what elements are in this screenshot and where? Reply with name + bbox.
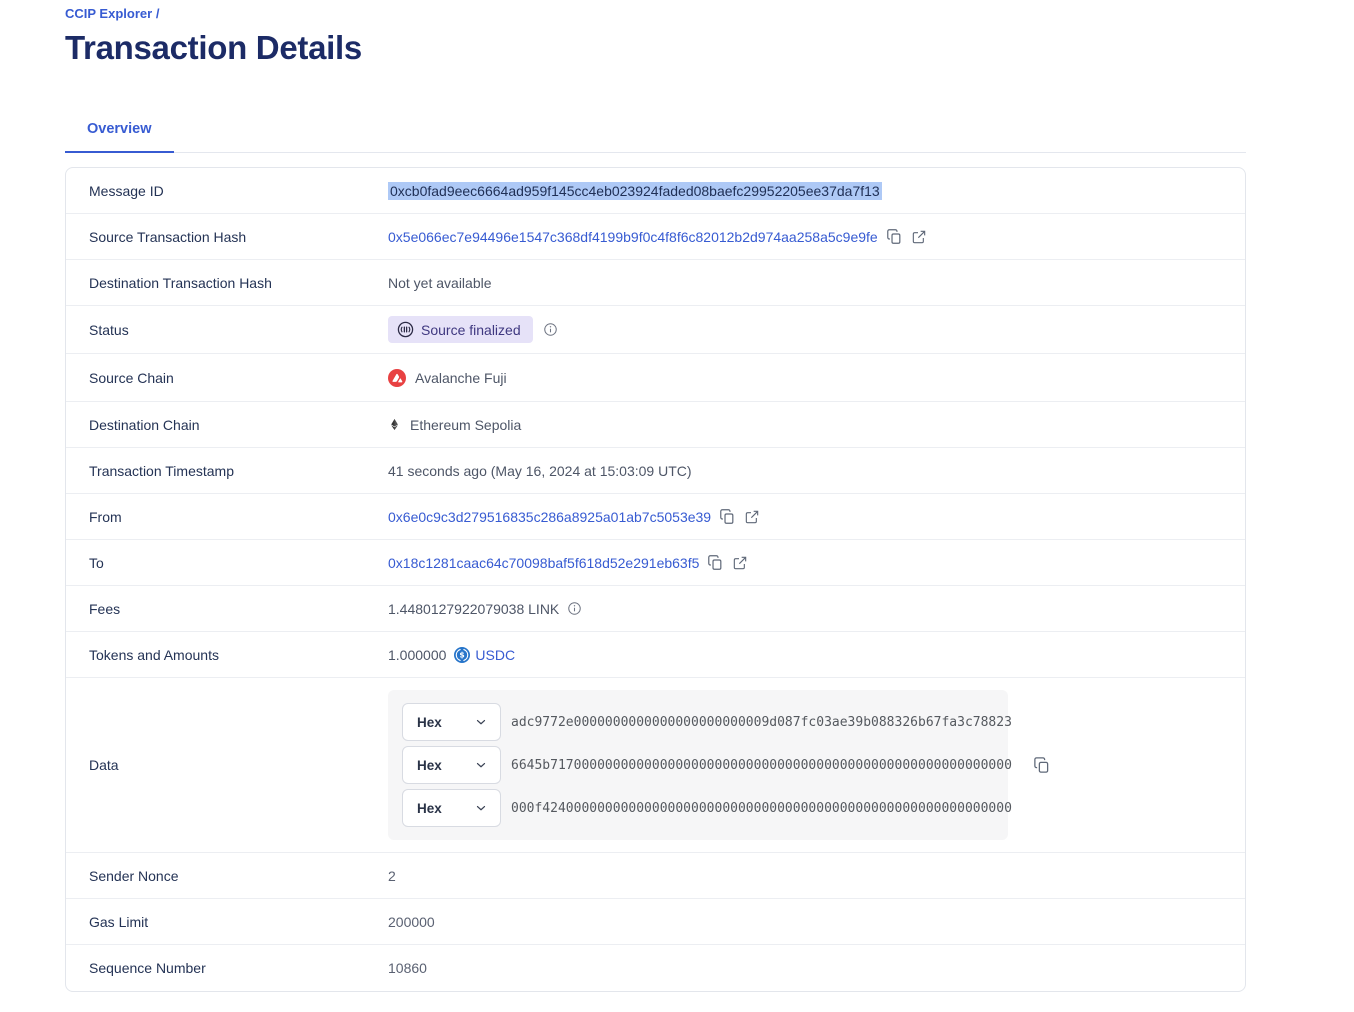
to-label: To <box>89 554 104 571</box>
message-id-label: Message ID <box>89 182 164 199</box>
data-format-select[interactable]: Hex <box>402 789 501 827</box>
data-hex-line-1: adc9772e0000000000000000000000009d087fc0… <box>511 714 1012 730</box>
row-gas-limit: Gas Limit 200000 <box>66 899 1245 945</box>
breadcrumb-separator: / <box>155 6 160 21</box>
dest-tx-hash-value: Not yet available <box>388 274 492 291</box>
data-line: Hex 6645b7170000000000000000000000000000… <box>402 746 1012 784</box>
page-title: Transaction Details <box>65 29 362 66</box>
data-label: Data <box>89 757 119 773</box>
row-sequence-number: Sequence Number 10860 <box>66 945 1245 991</box>
info-icon[interactable] <box>567 601 582 616</box>
copy-icon[interactable] <box>1033 756 1051 774</box>
data-format-value: Hex <box>417 714 442 730</box>
breadcrumb-ccip-explorer-link[interactable]: CCIP Explorer <box>65 6 153 21</box>
from-address-link[interactable]: 0x6e0c9c3d279516835c286a8925a01ab7c5053e… <box>388 508 712 525</box>
data-hex-line-3: 000f424000000000000000000000000000000000… <box>511 800 1012 816</box>
fees-label: Fees <box>89 600 121 617</box>
dest-chain-label: Destination Chain <box>89 416 200 433</box>
message-id-value: 0xcb0fad9eec6664ad959f145cc4eb023924fade… <box>388 181 882 200</box>
tokens-label: Tokens and Amounts <box>89 646 219 663</box>
external-link-icon[interactable] <box>732 555 748 571</box>
source-tx-hash-label: Source Transaction Hash <box>89 228 247 245</box>
usdc-logo-icon <box>454 646 471 663</box>
to-address-link[interactable]: 0x18c1281caac64c70098baf5f618d52e291eb63… <box>388 554 700 571</box>
dest-chain-value: Ethereum Sepolia <box>410 416 522 433</box>
fees-value: 1.4480127922079038 LINK <box>388 600 560 617</box>
data-format-value: Hex <box>417 757 442 773</box>
gas-limit-label: Gas Limit <box>89 913 149 930</box>
row-source-chain: Source Chain Avalanche Fuji <box>66 354 1245 402</box>
status-badge-text: Source finalized <box>421 321 521 338</box>
copy-icon[interactable] <box>707 554 724 571</box>
row-fees: Fees 1.4480127922079038 LINK <box>66 586 1245 632</box>
chevron-down-icon <box>474 801 488 815</box>
avalanche-logo-icon <box>388 368 406 387</box>
from-label: From <box>89 508 122 525</box>
breadcrumb: CCIP Explorer / <box>65 6 1246 21</box>
dest-tx-hash-label: Destination Transaction Hash <box>89 274 272 291</box>
row-sender-nonce: Sender Nonce 2 <box>66 853 1245 899</box>
row-message-id: Message ID 0xcb0fad9eec6664ad959f145cc4e… <box>66 168 1245 214</box>
ethereum-logo-icon <box>388 415 401 434</box>
row-timestamp: Transaction Timestamp 41 seconds ago (Ma… <box>66 448 1245 494</box>
data-line: Hex 000f42400000000000000000000000000000… <box>402 789 1012 827</box>
external-link-icon[interactable] <box>744 509 760 525</box>
data-format-select[interactable]: Hex <box>402 703 501 741</box>
token-amount: 1.000000 <box>388 646 447 663</box>
sequence-number-value: 10860 <box>388 960 427 976</box>
data-format-value: Hex <box>417 800 442 816</box>
row-dest-tx-hash: Destination Transaction Hash Not yet ava… <box>66 260 1245 306</box>
source-finalized-icon <box>397 321 414 338</box>
data-line: Hex adc9772e0000000000000000000000009d08… <box>402 703 1012 741</box>
timestamp-label: Transaction Timestamp <box>89 462 234 479</box>
sender-nonce-value: 2 <box>388 867 396 884</box>
row-to: To 0x18c1281caac64c70098baf5f618d52e291e… <box>66 540 1245 586</box>
external-link-icon[interactable] <box>911 229 927 245</box>
row-status: Status Source finalized <box>66 306 1245 354</box>
row-data: Data Hex adc9772e00000000000000000000000… <box>66 678 1245 853</box>
info-icon[interactable] <box>543 322 558 337</box>
data-panel: Hex adc9772e0000000000000000000000009d08… <box>388 690 1012 840</box>
data-hex-line-2: 6645b71700000000000000000000000000000000… <box>511 757 1012 773</box>
copy-icon[interactable] <box>719 508 736 525</box>
row-tokens: Tokens and Amounts 1.000000 USDC <box>66 632 1245 678</box>
chevron-down-icon <box>474 758 488 772</box>
copy-icon[interactable] <box>886 228 903 245</box>
gas-limit-value: 200000 <box>388 913 435 930</box>
timestamp-value: 41 seconds ago (May 16, 2024 at 15:03:09… <box>388 462 692 479</box>
sender-nonce-label: Sender Nonce <box>89 867 179 884</box>
source-tx-hash-link[interactable]: 0x5e066ec7e94496e1547c368df4199b9f0c4f8f… <box>388 228 878 245</box>
status-badge: Source finalized <box>388 316 533 343</box>
chevron-down-icon <box>474 715 488 729</box>
data-format-select[interactable]: Hex <box>402 746 501 784</box>
sequence-number-label: Sequence Number <box>89 960 206 976</box>
transaction-details-card: Message ID 0xcb0fad9eec6664ad959f145cc4e… <box>65 167 1246 992</box>
status-label: Status <box>89 321 129 338</box>
token-usdc-link[interactable]: USDC <box>454 646 516 663</box>
tab-overview[interactable]: Overview <box>65 111 174 153</box>
row-dest-chain: Destination Chain Ethereum Sepolia <box>66 402 1245 448</box>
source-chain-value: Avalanche Fuji <box>415 369 507 386</box>
row-source-tx-hash: Source Transaction Hash 0x5e066ec7e94496… <box>66 214 1245 260</box>
tab-bar: Overview <box>65 111 1246 153</box>
row-from: From 0x6e0c9c3d279516835c286a8925a01ab7c… <box>66 494 1245 540</box>
token-symbol: USDC <box>475 646 516 663</box>
source-chain-label: Source Chain <box>89 369 174 386</box>
